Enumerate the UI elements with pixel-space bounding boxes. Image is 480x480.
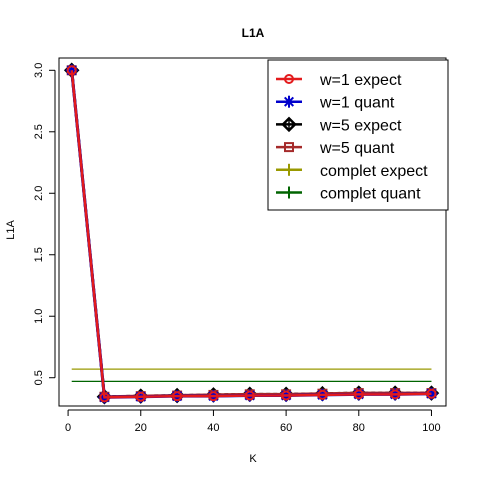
legend-item: complet quant (276, 186, 421, 203)
legend-label: complet quant (320, 186, 421, 203)
series-line (70, 70, 432, 399)
y-tick-label: 3.0 (33, 63, 45, 78)
legend-item: w=1 expect (276, 72, 402, 89)
data-point (172, 391, 183, 402)
data-point (283, 95, 295, 108)
legend-box (267, 59, 449, 211)
y-axis-label: L1A (5, 220, 17, 240)
x-tick-label: 0 (65, 422, 71, 434)
plot-frame (58, 57, 447, 407)
x-tick-label: 100 (422, 422, 440, 434)
y-axis: 0.5 1.0 1.5 2.0 2.5 3.0 (33, 63, 56, 385)
legend-item: complet expect (276, 163, 428, 180)
chart-title: L1A (242, 26, 265, 40)
legend-label: w=1 expect (319, 72, 402, 89)
x-axis: 0 20 40 60 80 100 (65, 409, 441, 434)
data-point (353, 389, 364, 400)
data-point (283, 186, 295, 199)
x-tick-label: 20 (135, 422, 147, 434)
legend-item: w=5 quant (276, 140, 395, 157)
data-point (426, 388, 437, 399)
legend-label: w=1 quant (319, 95, 395, 112)
data-point (66, 65, 77, 76)
y-tick-label: 0.5 (33, 370, 45, 385)
legend-label: complet expect (320, 163, 428, 180)
legend-label: w=5 quant (319, 140, 395, 157)
data-point (135, 391, 146, 402)
data-point (283, 163, 295, 176)
data-point (390, 389, 401, 400)
series-layer (63, 62, 440, 405)
y-tick-label: 1.5 (33, 247, 45, 262)
legend-label: w=5 expect (319, 117, 402, 134)
series-w-1-expect (66, 65, 437, 403)
x-axis-label: K (249, 453, 257, 465)
data-point (281, 390, 292, 401)
data-point (284, 142, 294, 153)
data-point (317, 389, 328, 400)
data-point (284, 74, 294, 84)
data-point (281, 116, 297, 133)
data-point (99, 392, 110, 403)
data-point (244, 390, 255, 401)
legend-item: w=1 quant (276, 95, 395, 112)
x-tick-label: 60 (280, 422, 292, 434)
legend: w=1 expect w=1 quant w=5 expect w=5 quant co… (267, 59, 449, 211)
x-tick-label: 80 (353, 422, 365, 434)
x-tick-label: 40 (207, 422, 219, 434)
y-tick-label: 1.0 (33, 309, 45, 324)
y-tick-label: 2.0 (33, 186, 45, 201)
legend-item: w=5 expect (276, 116, 402, 134)
data-point (208, 391, 219, 402)
y-tick-label: 2.5 (33, 124, 45, 139)
